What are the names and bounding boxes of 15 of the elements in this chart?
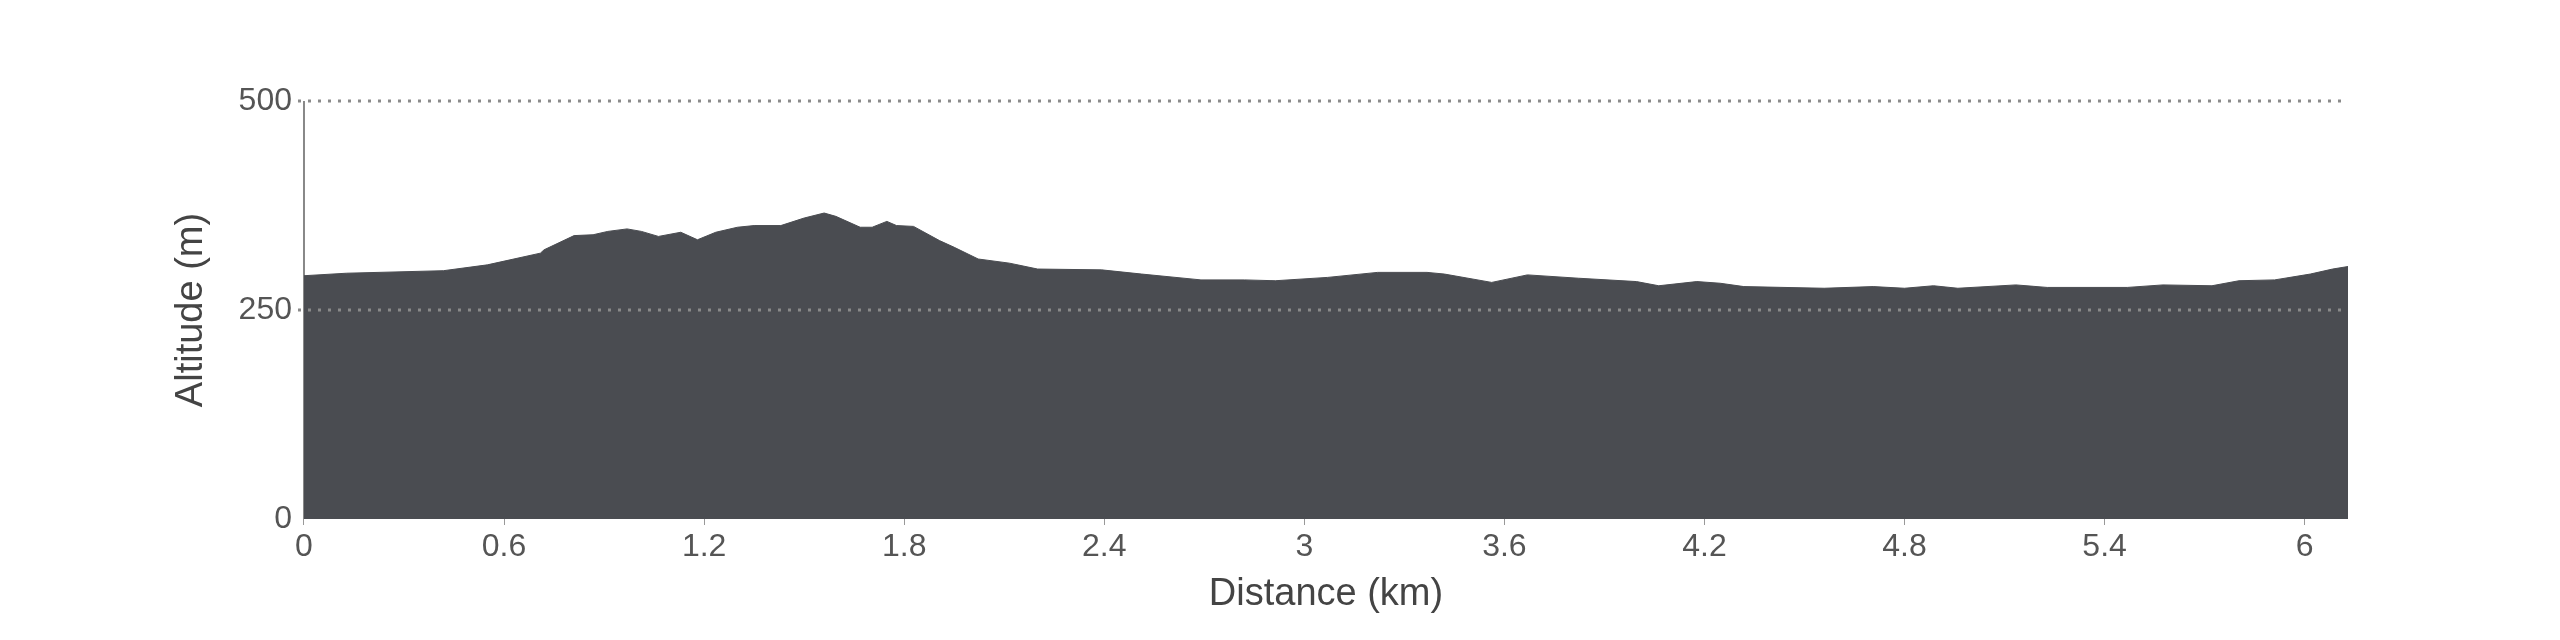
x-tick-label: 5.4 [2082,527,2127,564]
x-tick-label: 1.2 [681,527,727,564]
x-tick-label: 2.4 [1082,527,1127,564]
y-tick-label: 500 [238,80,292,117]
x-axis-title: Distance (km) [1208,570,1444,613]
x-tick-label: 1.8 [881,527,927,564]
x-tick-label: 4.2 [1682,527,1727,564]
y-tick-label: 0 [274,498,292,535]
y-axis-title: Altitude (m) [168,212,211,408]
x-tick-label: 6 [2295,527,2314,564]
x-tick-label: 4.8 [1882,527,1927,564]
y-tick-label: 250 [238,289,292,326]
x-tick-label: 0.6 [481,527,527,564]
x-tick-label: 3.6 [1482,527,1527,564]
x-tick-label: 3 [1295,527,1314,564]
